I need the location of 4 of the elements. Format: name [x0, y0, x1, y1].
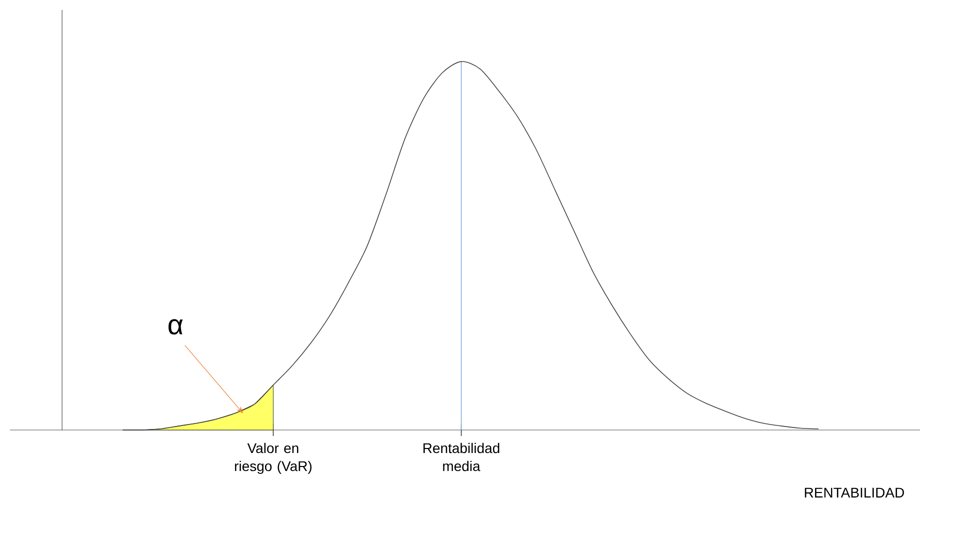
x-tick-label: Rentabilidad media: [423, 442, 500, 472]
x-axis-title: RENTABILIDAD: [804, 488, 904, 498]
annotation: α: [168, 319, 183, 335]
x-tick-label: Valor en riesgo (VaR): [235, 442, 312, 474]
